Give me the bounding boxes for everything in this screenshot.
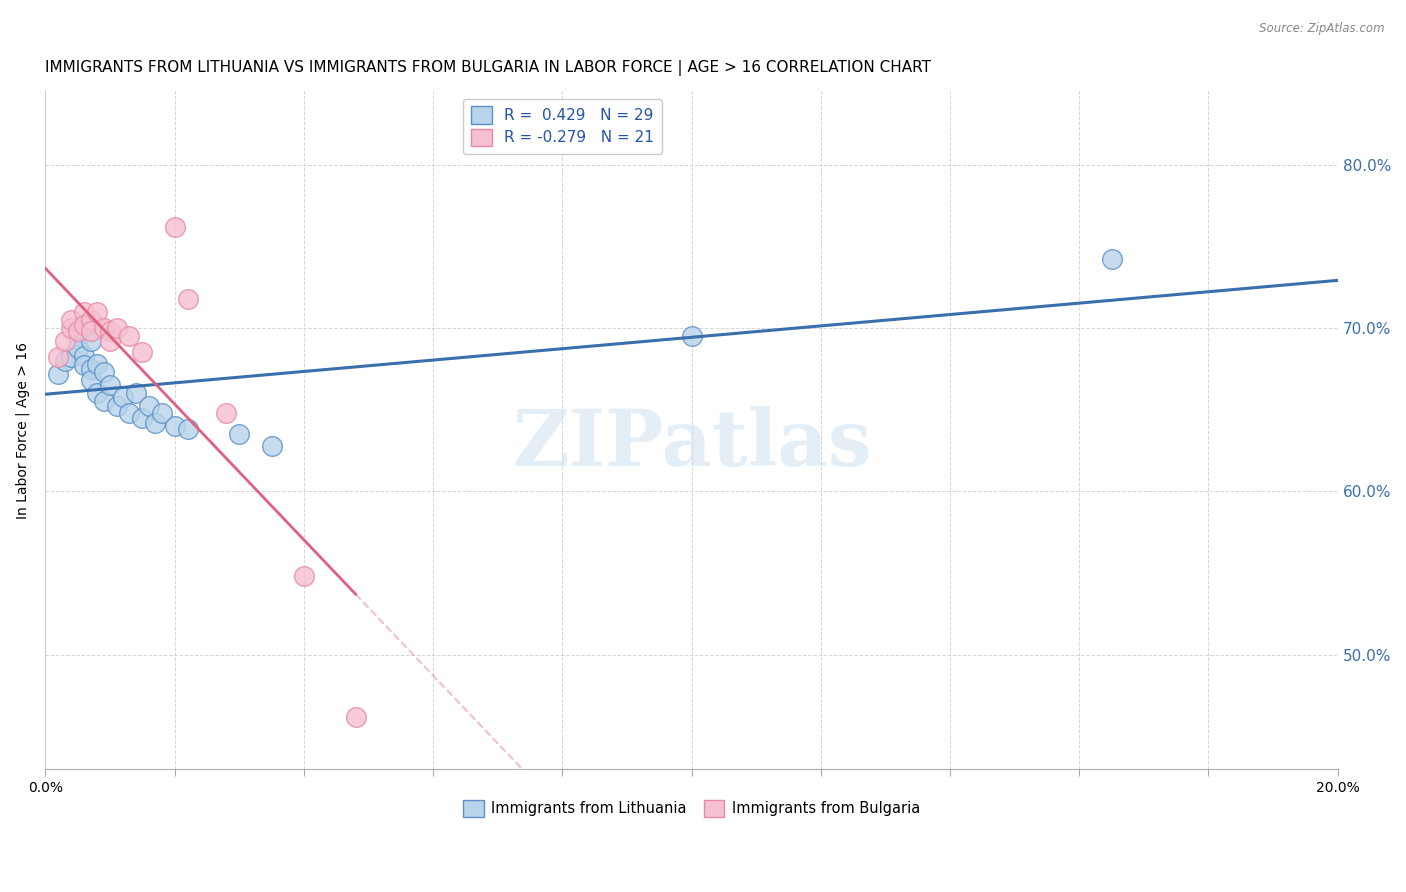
Point xyxy=(93,321,115,335)
Point xyxy=(86,357,108,371)
Point xyxy=(98,334,121,348)
Point xyxy=(150,406,173,420)
Point xyxy=(73,304,96,318)
Point xyxy=(118,406,141,420)
Point xyxy=(260,438,283,452)
Point xyxy=(118,329,141,343)
Point xyxy=(344,709,367,723)
Point xyxy=(48,351,70,365)
Point xyxy=(98,324,121,338)
Point xyxy=(73,318,96,332)
Point xyxy=(86,386,108,401)
Point xyxy=(163,219,186,234)
Point xyxy=(53,334,76,348)
Point xyxy=(681,329,703,343)
Point xyxy=(93,365,115,379)
Point xyxy=(163,418,186,433)
Legend: Immigrants from Lithuania, Immigrants from Bulgaria: Immigrants from Lithuania, Immigrants fr… xyxy=(457,794,925,822)
Point xyxy=(292,569,315,583)
Point xyxy=(98,378,121,392)
Point xyxy=(60,312,83,326)
Point xyxy=(1101,252,1123,267)
Point xyxy=(66,324,89,338)
Point xyxy=(105,400,128,414)
Point xyxy=(215,406,238,420)
Point xyxy=(60,321,83,335)
Point xyxy=(176,292,198,306)
Point xyxy=(80,312,103,326)
Point xyxy=(48,367,70,381)
Text: ZIPatlas: ZIPatlas xyxy=(512,406,872,482)
Point xyxy=(125,386,148,401)
Point xyxy=(111,390,134,404)
Point xyxy=(53,353,76,368)
Point xyxy=(66,329,89,343)
Point xyxy=(93,394,115,409)
Text: IMMIGRANTS FROM LITHUANIA VS IMMIGRANTS FROM BULGARIA IN LABOR FORCE | AGE > 16 : IMMIGRANTS FROM LITHUANIA VS IMMIGRANTS … xyxy=(45,60,931,76)
Point xyxy=(66,341,89,355)
Point xyxy=(80,334,103,348)
Point xyxy=(80,361,103,376)
Y-axis label: In Labor Force | Age > 16: In Labor Force | Age > 16 xyxy=(15,342,30,518)
Point xyxy=(80,324,103,338)
Point xyxy=(138,400,160,414)
Point xyxy=(131,345,153,359)
Point xyxy=(80,373,103,387)
Point xyxy=(131,410,153,425)
Point xyxy=(73,349,96,363)
Point xyxy=(228,427,250,442)
Point xyxy=(105,321,128,335)
Point xyxy=(86,304,108,318)
Point xyxy=(60,351,83,365)
Text: Source: ZipAtlas.com: Source: ZipAtlas.com xyxy=(1260,22,1385,36)
Point xyxy=(176,422,198,436)
Point xyxy=(73,359,96,373)
Point xyxy=(143,416,166,430)
